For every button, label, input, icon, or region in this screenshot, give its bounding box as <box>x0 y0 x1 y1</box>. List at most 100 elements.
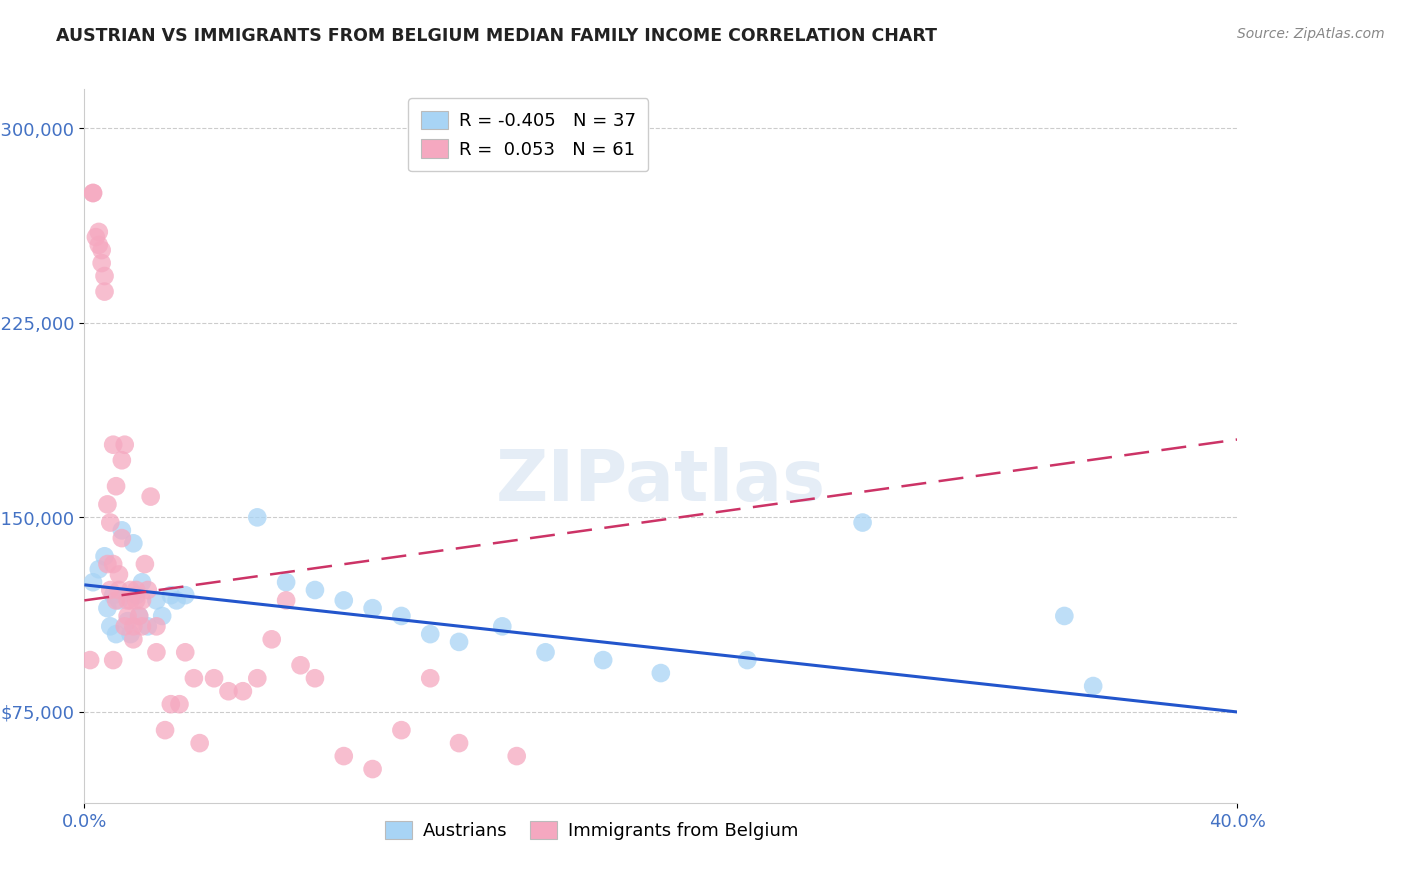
Point <box>145 645 167 659</box>
Point <box>120 582 142 597</box>
Point <box>419 627 441 641</box>
Point <box>419 671 441 685</box>
Point <box>1083 679 1105 693</box>
Point <box>111 524 134 538</box>
Point <box>128 609 150 624</box>
Point <box>361 601 384 615</box>
Point <box>125 582 148 597</box>
Point <box>122 619 145 633</box>
Point <box>122 536 145 550</box>
Point <box>108 593 131 607</box>
Point <box>96 557 118 571</box>
Point <box>183 671 205 685</box>
Point <box>232 684 254 698</box>
Point <box>491 619 513 633</box>
Point <box>103 588 124 602</box>
Point <box>90 256 112 270</box>
Point <box>93 549 115 564</box>
Point <box>276 575 298 590</box>
Point <box>98 619 121 633</box>
Point <box>218 684 240 698</box>
Point <box>852 516 875 530</box>
Point <box>111 531 134 545</box>
Legend: Austrians, Immigrants from Belgium: Austrians, Immigrants from Belgium <box>378 814 806 847</box>
Text: ZIPatlas: ZIPatlas <box>496 447 825 516</box>
Point <box>276 593 298 607</box>
Point <box>391 609 413 624</box>
Point <box>449 635 471 649</box>
Point <box>449 736 471 750</box>
Point <box>105 627 128 641</box>
Point <box>125 588 148 602</box>
Point <box>260 632 283 647</box>
Point <box>108 567 131 582</box>
Point <box>98 582 121 597</box>
Point <box>128 609 150 624</box>
Text: AUSTRIAN VS IMMIGRANTS FROM BELGIUM MEDIAN FAMILY INCOME CORRELATION CHART: AUSTRIAN VS IMMIGRANTS FROM BELGIUM MEDI… <box>56 27 938 45</box>
Point <box>650 666 672 681</box>
Point <box>131 593 153 607</box>
Point <box>1053 609 1076 624</box>
Point <box>103 438 124 452</box>
Point <box>131 575 153 590</box>
Point <box>90 243 112 257</box>
Point <box>103 557 124 571</box>
Point <box>134 557 156 571</box>
Point <box>84 230 107 244</box>
Point <box>122 632 145 647</box>
Point <box>139 490 162 504</box>
Point <box>136 582 159 597</box>
Point <box>246 510 269 524</box>
Point <box>160 697 183 711</box>
Point <box>145 593 167 607</box>
Point <box>361 762 384 776</box>
Point <box>105 593 128 607</box>
Point <box>87 562 110 576</box>
Point <box>174 645 197 659</box>
Point <box>136 619 159 633</box>
Point <box>105 479 128 493</box>
Point <box>304 582 326 597</box>
Point <box>153 723 176 738</box>
Point <box>114 438 136 452</box>
Point <box>174 588 197 602</box>
Point <box>79 653 101 667</box>
Point <box>202 671 225 685</box>
Point <box>169 697 191 711</box>
Point <box>592 653 614 667</box>
Point <box>131 619 153 633</box>
Point <box>120 593 142 607</box>
Point <box>114 619 136 633</box>
Point <box>188 736 211 750</box>
Text: Source: ZipAtlas.com: Source: ZipAtlas.com <box>1237 27 1385 41</box>
Point <box>391 723 413 738</box>
Point <box>160 588 183 602</box>
Point <box>333 593 356 607</box>
Point <box>108 582 131 597</box>
Point <box>96 601 118 615</box>
Point <box>87 238 110 252</box>
Point <box>150 609 173 624</box>
Point <box>120 627 142 641</box>
Point <box>98 516 121 530</box>
Point <box>166 593 188 607</box>
Point <box>333 749 356 764</box>
Point <box>93 285 115 299</box>
Point <box>737 653 759 667</box>
Point <box>145 619 167 633</box>
Point <box>82 575 104 590</box>
Point <box>290 658 312 673</box>
Point <box>125 593 148 607</box>
Point <box>93 268 115 283</box>
Point <box>117 614 139 628</box>
Point <box>117 593 139 607</box>
Point <box>246 671 269 685</box>
Point <box>117 609 139 624</box>
Point <box>506 749 529 764</box>
Point <box>82 186 104 200</box>
Point <box>103 653 124 667</box>
Point <box>304 671 326 685</box>
Point <box>534 645 557 659</box>
Point <box>82 186 104 200</box>
Point <box>87 225 110 239</box>
